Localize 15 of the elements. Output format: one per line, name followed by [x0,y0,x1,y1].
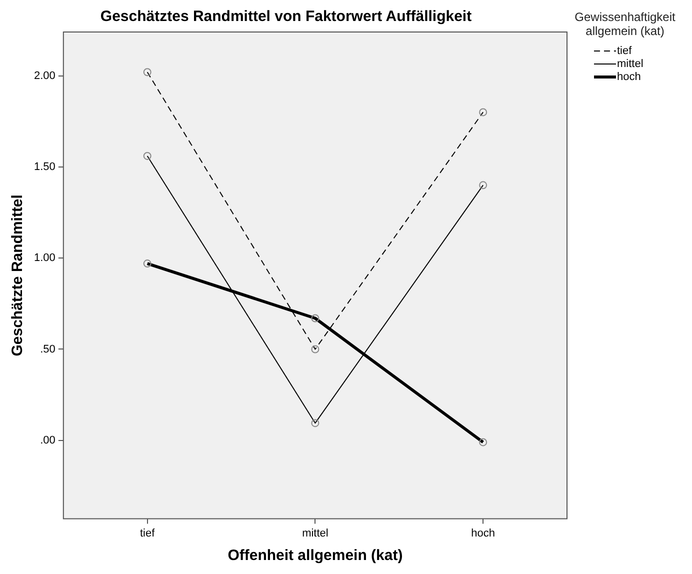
x-tick-label: hoch [471,527,495,540]
y-axis-title: Geschätzte Randmittel [9,194,26,356]
chart-title: Geschätztes Randmittel von Faktorwert Auffälligkeit [100,8,472,26]
legend-label: tief [617,44,632,56]
y-tick-label: 2.00 [34,70,56,82]
y-tick-label: 1.50 [34,160,56,173]
y-tick-label: .00 [40,434,56,446]
x-axis-title: Offenheit allgemein (kat) [228,547,403,564]
x-tick-label: mittel [302,527,328,540]
y-tick-label: 1.00 [34,252,56,264]
legend-label: hoch [617,70,641,82]
y-tick-label: .50 [40,343,56,356]
legend-label: mittel [617,58,644,70]
legend-title: Gewissenhaftigkeit allgemein (kat) [574,10,676,38]
x-tick-label: tief [140,527,156,540]
